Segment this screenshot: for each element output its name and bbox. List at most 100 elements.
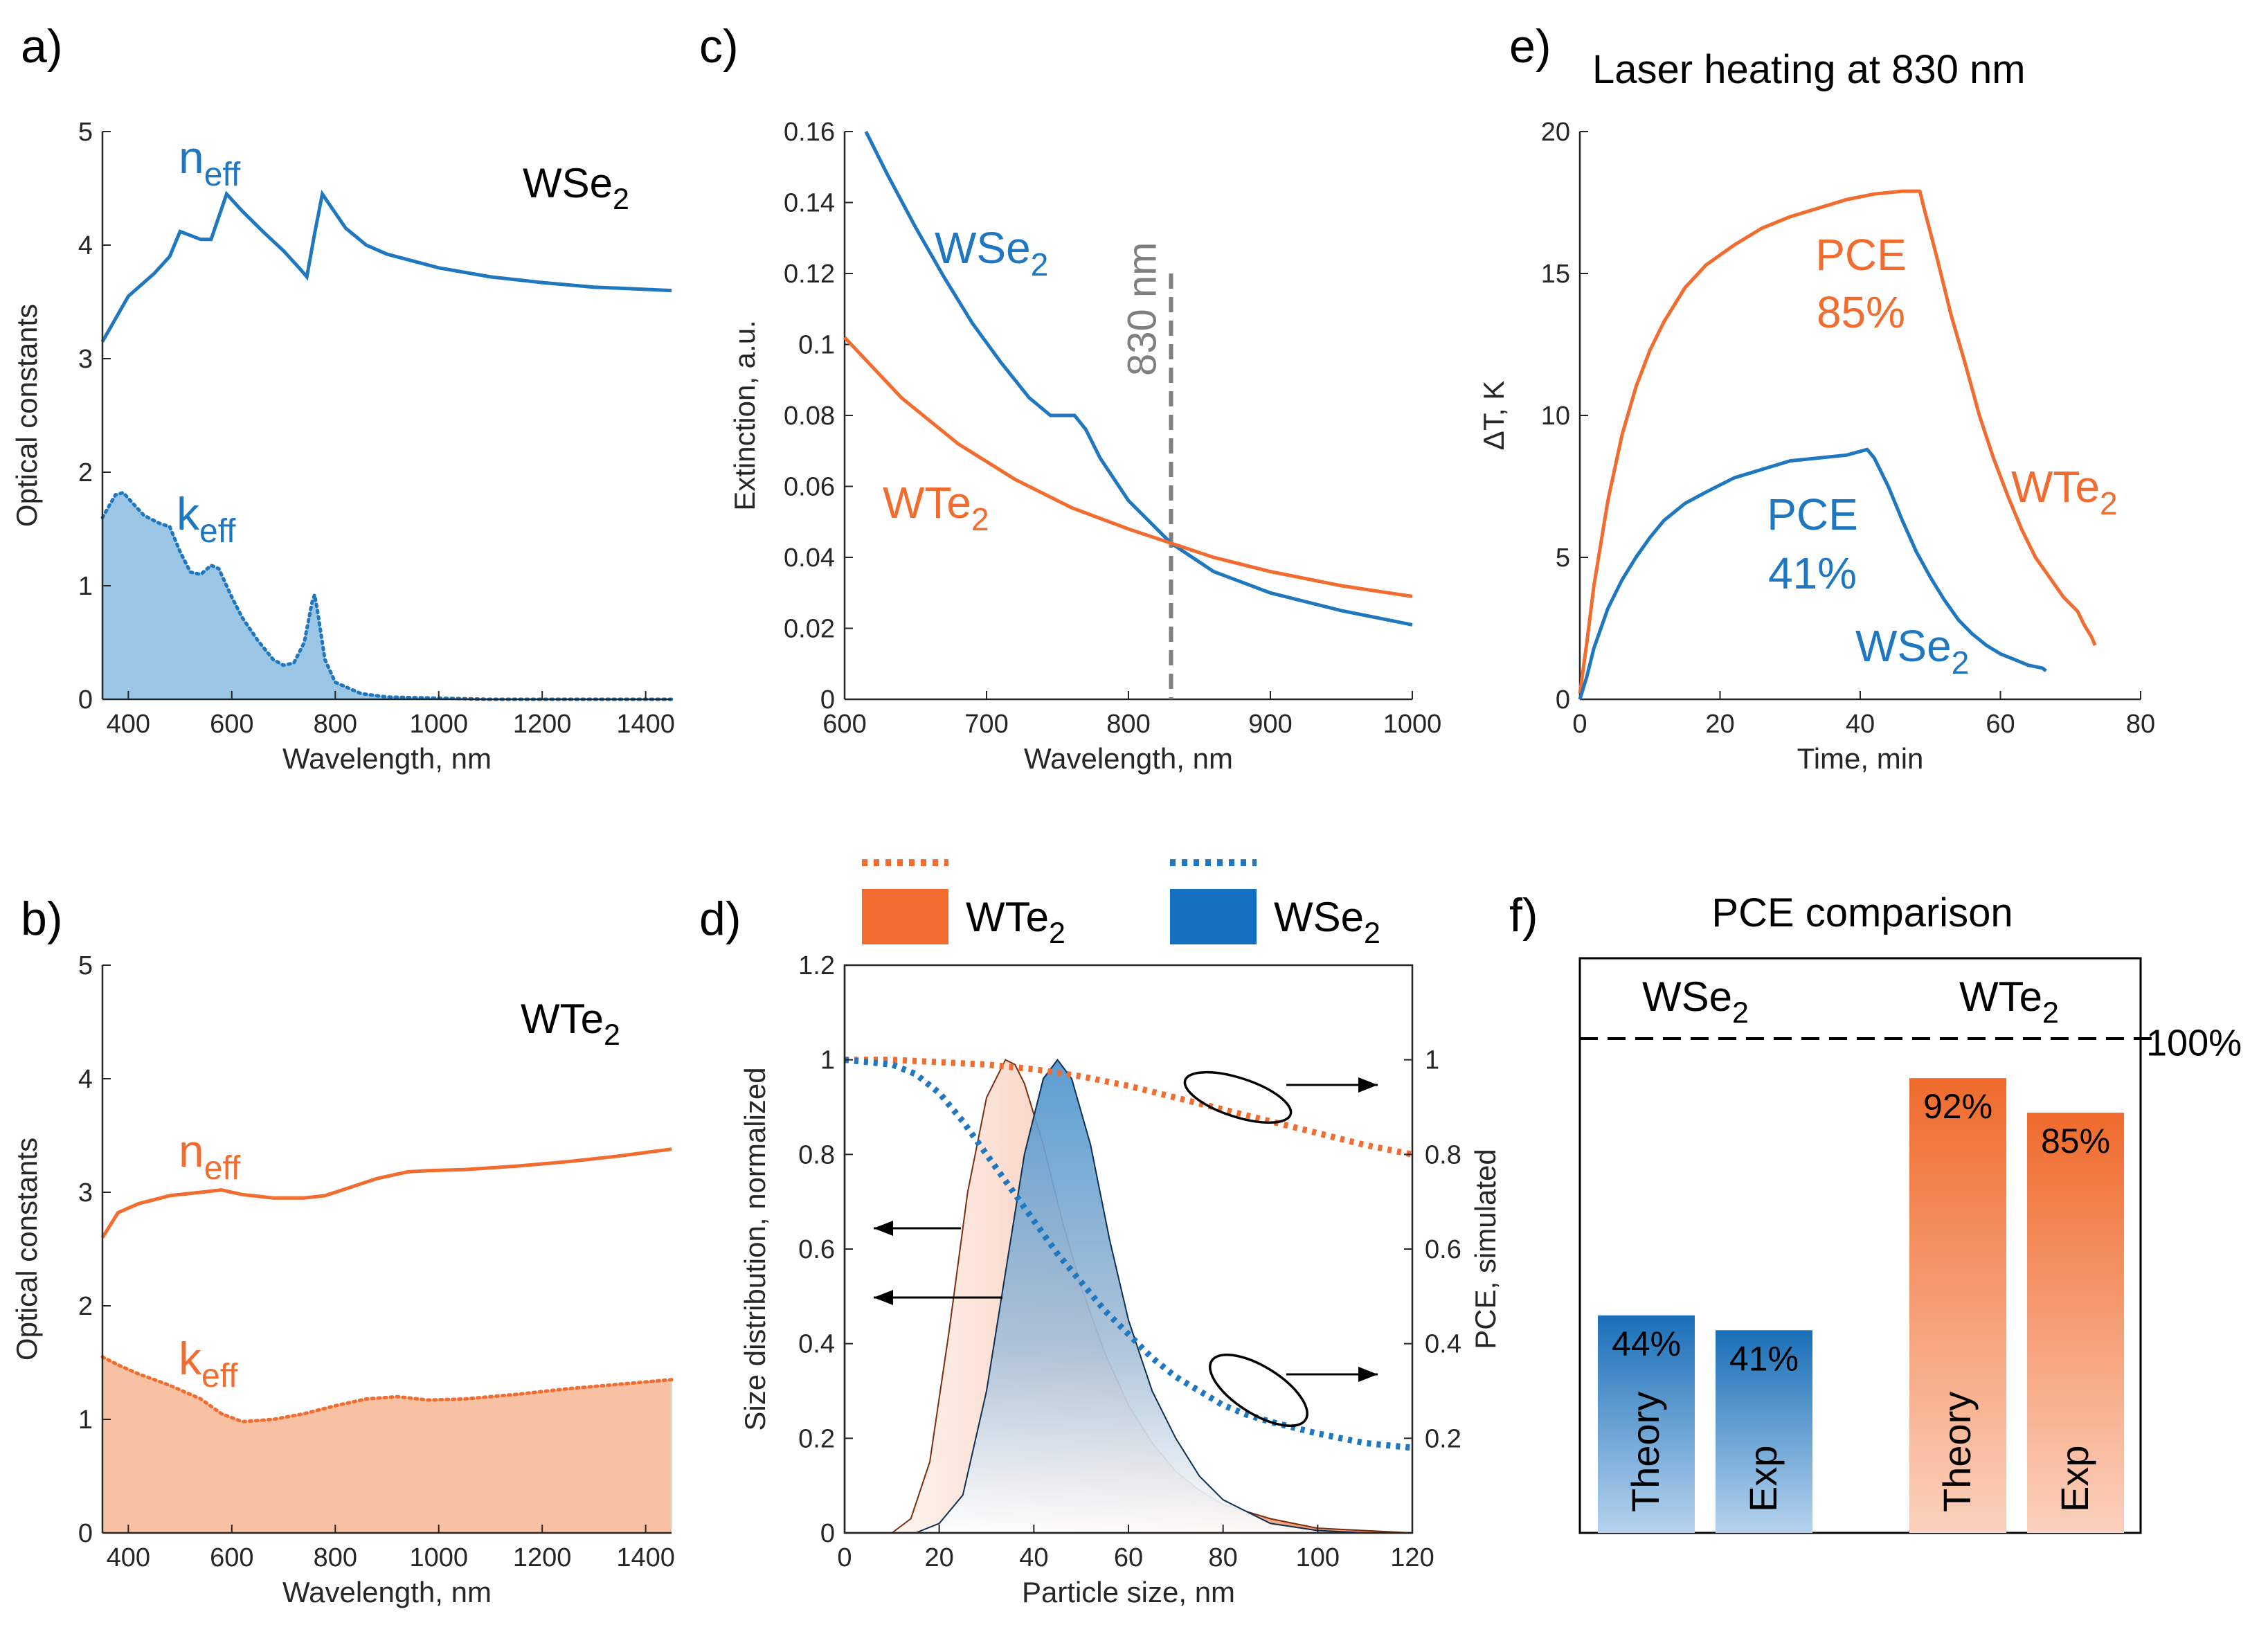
- y2-tick-label: 0.2: [1425, 1424, 1461, 1453]
- y-tick-label: 0.8: [798, 1140, 835, 1169]
- y-tick-label: 0: [1556, 685, 1570, 715]
- axes-frame: [845, 132, 1412, 699]
- y-tick-label: 4: [78, 231, 93, 260]
- material-label: WSe2: [523, 160, 629, 216]
- x-tick-label: 20: [925, 1543, 954, 1572]
- legend-label-wte2: WTe2: [966, 894, 1065, 950]
- annotation-value-wte2: 85%: [1817, 287, 1905, 337]
- x-tick-label: 80: [1209, 1543, 1238, 1572]
- ellipse-upper: [1183, 1070, 1293, 1124]
- series-label-wte2-sub: 2: [971, 501, 989, 537]
- group-label-wte2: WTe2: [1959, 973, 2059, 1030]
- x-tick-label: 1400: [616, 1543, 675, 1572]
- k-eff-area: [102, 1356, 672, 1533]
- x-tick-label: 400: [107, 1543, 150, 1572]
- series-label-wte2: WTe2: [2011, 462, 2118, 521]
- series-line-0: [1578, 189, 2097, 694]
- x-tick-label: 600: [210, 1543, 253, 1572]
- x-tick-label: 100: [1296, 1543, 1340, 1572]
- y2-axis-label: PCE, simulated: [1469, 1149, 1502, 1349]
- x-tick-label: 1000: [409, 1543, 468, 1572]
- k-eff-area: [102, 492, 672, 699]
- panel-title-f: PCE comparison: [1711, 890, 2013, 935]
- x-tick-label: 700: [964, 710, 1008, 739]
- panel-label-e: e): [1509, 20, 1551, 73]
- n-eff-label: neff: [179, 132, 241, 193]
- k-eff-label-main: k: [179, 1333, 202, 1384]
- annotation-pce-wse2: PCE: [1767, 490, 1858, 539]
- series-label-wse2-main: WSe: [1855, 621, 1952, 671]
- series-label-wte2-main: WTe: [883, 478, 971, 528]
- material-label-sub: 2: [604, 1018, 620, 1052]
- arrow-right-lower-head: [1358, 1367, 1378, 1382]
- group-label-wte2-main: WTe: [1959, 973, 2042, 1020]
- series-label-wse2-main: WSe: [935, 223, 1031, 273]
- x-tick-label: 20: [1705, 710, 1734, 739]
- legend-label-wse2: WSe2: [1274, 894, 1380, 950]
- plot-frame: [1578, 957, 2142, 1534]
- bar-value-label-1: 41%: [1729, 1339, 1799, 1378]
- x-tick-label: 80: [2126, 710, 2155, 739]
- x-tick-label: 60: [1114, 1543, 1143, 1572]
- y2-tick-label: 0.4: [1425, 1330, 1461, 1359]
- legend-label-wte2-main: WTe: [966, 894, 1049, 940]
- pce-dotted-line-0: [845, 1057, 1413, 1158]
- panel-label-c: c): [699, 20, 739, 73]
- annotation-value-wse2: 41%: [1768, 548, 1857, 598]
- y-tick-label: 0.16: [784, 118, 835, 147]
- y-axis-label: Extinction, a.u.: [728, 320, 761, 510]
- n-eff-label-main: n: [179, 132, 204, 183]
- series-label-wse2: WSe2: [935, 223, 1048, 282]
- annotation-pce-wte2: PCE: [1815, 230, 1907, 280]
- group-label-wte2-sub: 2: [2042, 996, 2059, 1030]
- k-eff-label-main: k: [177, 488, 200, 539]
- y-tick-label: 0.1: [798, 331, 835, 360]
- legend-label-wse2-sub: 2: [1364, 917, 1380, 950]
- legend-label-wse2-main: WSe: [1274, 894, 1364, 940]
- y-tick-label: 5: [78, 951, 93, 980]
- plot-area-c: 600 700 800 900 1000 0 0.02 0.04 0.06 0.08 0.1 0.12…: [728, 118, 1441, 775]
- y2-tick-label: 1: [1425, 1046, 1439, 1075]
- bar-3: [2027, 1113, 2124, 1533]
- x-tick-label: 0: [1572, 710, 1587, 739]
- x-tick-label: 600: [210, 710, 253, 739]
- y-tick-label: 0: [78, 1519, 93, 1548]
- bar-category-label-0: Theory: [1623, 1392, 1667, 1512]
- k-eff-line: [100, 1355, 674, 1424]
- y-tick-label: 0.6: [798, 1235, 835, 1264]
- y-tick-label: 0: [820, 1519, 835, 1548]
- y-axis-label: ΔT, K: [1477, 381, 1510, 450]
- y-tick-label: 1: [820, 1046, 835, 1075]
- x-tick-label: 120: [1390, 1543, 1434, 1572]
- y-tick-label: 0: [78, 685, 93, 715]
- x-tick-label: 1400: [616, 710, 675, 739]
- y-tick-label: 0.04: [784, 544, 835, 573]
- bar-category-label-1: Exp: [1741, 1446, 1785, 1513]
- plot-area-d: 0 20 40 60 80 100 120 0 0.2 0.4 0.6 0.8 1 1.2 Particle…: [739, 859, 1502, 1608]
- y-axis-label: Optical constants: [10, 1138, 43, 1361]
- series-line-1: [843, 336, 1413, 598]
- n-eff-label-sub: eff: [204, 1150, 241, 1187]
- y-tick-label: 1.2: [798, 951, 835, 980]
- bar-value-label-2: 92%: [1923, 1087, 1992, 1126]
- panel-label-a: a): [21, 20, 62, 73]
- panel-b: b) 400 600 800 1000 1200 1400 0 1 2 3 4 5 Wavelength…: [10, 892, 675, 1608]
- series-line-0: [864, 130, 1413, 627]
- n-eff-label-sub: eff: [204, 156, 241, 193]
- y-tick-label: 0.06: [784, 473, 835, 502]
- material-label-sub: 2: [613, 183, 629, 216]
- n-eff-line: [100, 189, 672, 343]
- wse2-size-distribution: [845, 1059, 1412, 1534]
- x-tick-label: 800: [314, 710, 357, 739]
- n-eff-label-main: n: [179, 1125, 204, 1176]
- bar-2: [1909, 1078, 2006, 1533]
- panel-label-b: b): [21, 892, 62, 945]
- y2-tick-label: 0.8: [1425, 1140, 1461, 1169]
- plot-area-e: 0 20 40 60 80 0 5 10 15 20 Time, min ΔT, K PCE 85% PCE…: [1477, 118, 2155, 775]
- x-tick-label: 900: [1248, 710, 1292, 739]
- legend-swatch-wte2: [862, 889, 948, 944]
- panel-e: e) Laser heating at 830 nm 0 20 40 60 80 0 5 10…: [1477, 20, 2155, 775]
- bar-1: [1716, 1330, 1812, 1533]
- x-tick-label: 1000: [1383, 710, 1442, 739]
- material-label-main: WTe: [521, 996, 604, 1042]
